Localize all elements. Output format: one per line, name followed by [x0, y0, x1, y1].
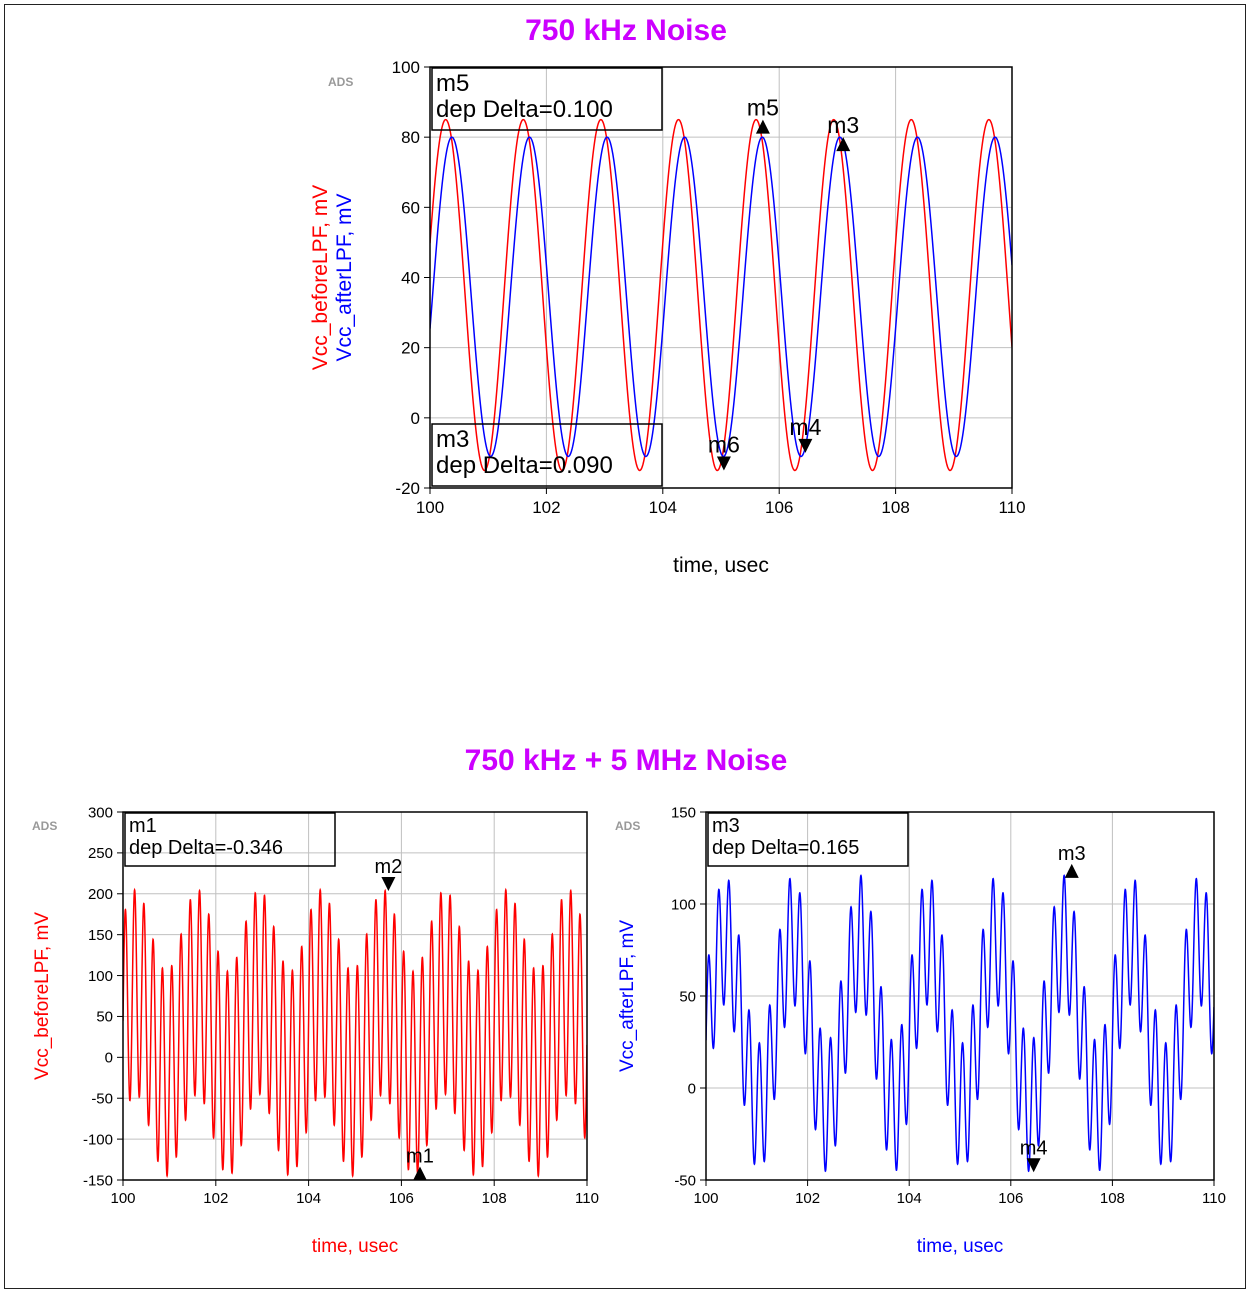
y-tick-label: 300	[88, 804, 113, 821]
chart-2: 100 102 104 106 108 110 -150 -100 -50 0 50 100 150 20…	[32, 804, 599, 1257]
x-tick-label: 106	[998, 1190, 1023, 1207]
marker-m3-triangle	[1064, 863, 1079, 878]
y-tick-label: 100	[392, 58, 420, 77]
marker-m3-triangle	[836, 137, 851, 152]
marker-readout-name: m1	[129, 815, 157, 837]
x-axis-label: time, usec	[673, 554, 769, 577]
series-line-2	[430, 136, 1012, 458]
y-tick-label: 150	[88, 927, 113, 944]
y-tick-label: -50	[91, 1090, 113, 1107]
x-tick-label: 102	[795, 1190, 820, 1207]
marker-m6-label: m6	[708, 431, 740, 457]
y-axis-label: Vcc_afterLPF, mV	[617, 920, 638, 1072]
ads-watermark: ADS	[328, 75, 353, 89]
marker-m4-label: m4	[1020, 1137, 1048, 1159]
x-tick-label: 108	[881, 498, 909, 517]
series-line-1	[123, 887, 587, 1178]
y-tick-label: -50	[674, 1172, 696, 1189]
marker-m2-triangle	[381, 876, 396, 891]
marker-readout-name: m5	[436, 70, 469, 97]
marker-m4-triangle	[1026, 1158, 1041, 1173]
x-tick-label: 104	[897, 1190, 922, 1207]
figure-frame	[4, 4, 1246, 1289]
y-tick-label: -100	[83, 1131, 113, 1148]
y-tick-label: 40	[401, 268, 420, 287]
marker-m4-triangle	[798, 438, 813, 453]
y-tick-label: 100	[88, 968, 113, 985]
y-tick-label: 150	[671, 804, 696, 821]
y-tick-label: 80	[401, 128, 420, 147]
top-figure-title: 750 kHz Noise	[525, 14, 727, 47]
y-axis-label: Vcc_beforeLPF, mV	[309, 185, 332, 371]
y-tick-label: 0	[105, 1050, 113, 1067]
y-tick-label: 250	[88, 845, 113, 862]
y-tick-label: 60	[401, 198, 420, 217]
marker-readout-delta: dep Delta=-0.346	[129, 837, 283, 859]
x-tick-label: 108	[1100, 1190, 1125, 1207]
marker-readout-delta: dep Delta=0.090	[436, 452, 613, 479]
marker-readout-box	[707, 812, 909, 867]
marker-readout-box	[124, 812, 336, 867]
y-tick-label: 200	[88, 886, 113, 903]
x-axis-label: time, usec	[312, 1236, 399, 1257]
ads-watermark: ADS	[32, 819, 57, 833]
marker-readout-name: m3	[436, 426, 469, 453]
marker-m3-label: m3	[827, 112, 859, 138]
y-tick-label: -20	[395, 479, 420, 498]
y-tick-label: 100	[671, 896, 696, 913]
x-tick-label: 110	[1202, 1190, 1226, 1207]
x-tick-label: 110	[575, 1190, 599, 1207]
bottom-figure-title: 750 kHz + 5 MHz Noise	[464, 744, 788, 777]
x-tick-label: 102	[532, 498, 560, 517]
marker-m6-triangle	[716, 456, 731, 471]
y-tick-label: 50	[679, 988, 696, 1005]
chart-3: 100 102 104 106 108 110 -50 0 50 100 150 time, usec…	[615, 804, 1226, 1257]
x-axis-label: time, usec	[917, 1236, 1004, 1257]
plot-frame	[122, 811, 588, 1181]
marker-m3-label: m3	[1058, 843, 1086, 865]
x-tick-label: 108	[482, 1190, 507, 1207]
marker-m4-label: m4	[789, 414, 821, 440]
marker-readout-name: m3	[712, 815, 740, 837]
y-tick-label: 0	[688, 1080, 696, 1097]
marker-m1-label: m1	[406, 1145, 434, 1167]
x-tick-label: 110	[998, 498, 1025, 517]
marker-readout-box	[431, 67, 663, 131]
x-tick-label: 104	[649, 498, 677, 517]
marker-m5-triangle	[755, 119, 770, 134]
x-tick-label: 100	[110, 1190, 135, 1207]
y-tick-label: -150	[83, 1172, 113, 1189]
marker-m5-label: m5	[747, 95, 779, 121]
marker-readout-delta: dep Delta=0.100	[436, 96, 613, 123]
series-line-1	[706, 874, 1214, 1173]
x-tick-label: 102	[203, 1190, 228, 1207]
y-tick-label: 50	[96, 1009, 113, 1026]
marker-readout-delta: dep Delta=0.165	[712, 837, 859, 859]
x-tick-label: 106	[765, 498, 793, 517]
y-axis-label: Vcc_beforeLPF, mV	[32, 912, 53, 1080]
marker-m1-triangle	[412, 1166, 427, 1181]
ads-watermark: ADS	[615, 819, 640, 833]
marker-m2-label: m2	[375, 856, 403, 878]
y-tick-label: 20	[401, 339, 420, 358]
x-tick-label: 100	[693, 1190, 718, 1207]
x-tick-label: 100	[416, 498, 444, 517]
x-tick-label: 104	[296, 1190, 321, 1207]
y-axis-label: Vcc_afterLPF, mV	[333, 193, 356, 361]
marker-readout-box	[431, 423, 663, 487]
x-tick-label: 106	[389, 1190, 414, 1207]
chart-1: 100 102 104 106 108 110 -20 0 20 40 60 80 100 time, u…	[309, 58, 1026, 577]
y-tick-label: 0	[411, 409, 420, 428]
